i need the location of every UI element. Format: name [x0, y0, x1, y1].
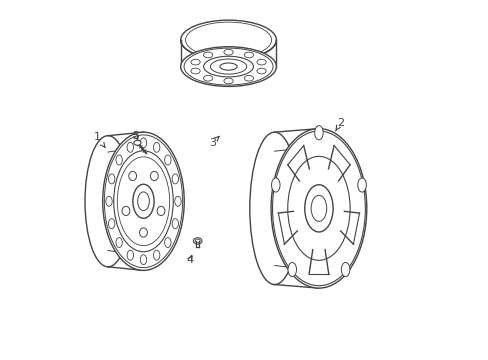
Ellipse shape	[139, 228, 147, 237]
Ellipse shape	[150, 171, 158, 181]
Ellipse shape	[116, 238, 122, 248]
Ellipse shape	[224, 49, 233, 55]
Ellipse shape	[224, 78, 233, 84]
Ellipse shape	[193, 238, 202, 244]
Ellipse shape	[140, 138, 146, 148]
Ellipse shape	[164, 155, 171, 165]
Ellipse shape	[220, 63, 237, 70]
Ellipse shape	[271, 178, 280, 192]
Ellipse shape	[164, 238, 171, 248]
Ellipse shape	[190, 68, 200, 74]
Text: 1: 1	[94, 132, 105, 148]
Ellipse shape	[85, 136, 131, 267]
Ellipse shape	[314, 126, 323, 140]
Text: 4: 4	[185, 255, 193, 265]
Ellipse shape	[122, 206, 130, 216]
Ellipse shape	[256, 59, 265, 65]
Ellipse shape	[270, 129, 366, 288]
Ellipse shape	[341, 262, 349, 276]
Text: 2: 2	[335, 118, 343, 131]
Ellipse shape	[256, 68, 265, 74]
Ellipse shape	[304, 185, 332, 232]
Ellipse shape	[127, 142, 133, 152]
Ellipse shape	[203, 75, 212, 81]
Ellipse shape	[172, 174, 178, 184]
Ellipse shape	[157, 206, 164, 216]
Text: 3: 3	[209, 136, 219, 148]
Ellipse shape	[244, 75, 253, 81]
Ellipse shape	[140, 255, 146, 265]
Ellipse shape	[203, 52, 212, 58]
Ellipse shape	[357, 178, 366, 192]
Ellipse shape	[134, 140, 141, 145]
Ellipse shape	[116, 155, 122, 165]
Ellipse shape	[181, 47, 276, 86]
Ellipse shape	[174, 196, 181, 206]
Ellipse shape	[102, 132, 184, 270]
Text: 5: 5	[132, 131, 139, 141]
Ellipse shape	[108, 174, 115, 184]
Ellipse shape	[133, 184, 154, 218]
Ellipse shape	[153, 250, 160, 260]
Ellipse shape	[172, 219, 178, 229]
Ellipse shape	[190, 59, 200, 65]
Ellipse shape	[105, 196, 112, 206]
Ellipse shape	[249, 132, 299, 284]
Ellipse shape	[108, 219, 115, 229]
Ellipse shape	[181, 20, 276, 60]
Ellipse shape	[244, 52, 253, 58]
Ellipse shape	[127, 250, 133, 260]
Ellipse shape	[128, 171, 136, 181]
Ellipse shape	[153, 142, 160, 152]
Ellipse shape	[287, 262, 296, 276]
